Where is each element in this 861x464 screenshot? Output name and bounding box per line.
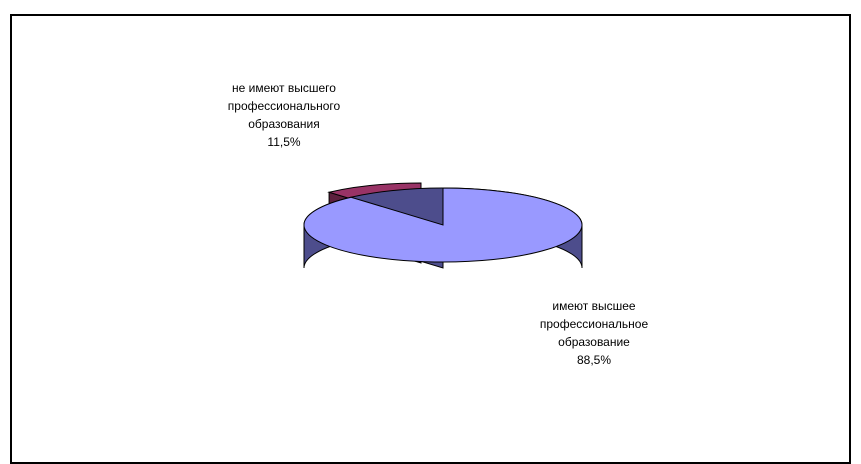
slice-label-no-higher-education: не имеют высшего профессионального образ… [200, 79, 368, 151]
slice-label-line: имеют высшее [510, 297, 678, 315]
slice-label-higher-education: имеют высшее профессиональное образовани… [510, 297, 678, 369]
slice-value-label: 11,5% [200, 133, 368, 151]
slice-value-label: 88,5% [510, 351, 678, 369]
pie-chart [0, 0, 861, 450]
slice-label-line: образование [510, 333, 678, 351]
slice-label-line: не имеют высшего [200, 79, 368, 97]
slice-label-line: образования [200, 115, 368, 133]
slice-label-line: профессионального [200, 97, 368, 115]
pie-slice-top [304, 188, 582, 262]
slice-label-line: профессиональное [510, 315, 678, 333]
